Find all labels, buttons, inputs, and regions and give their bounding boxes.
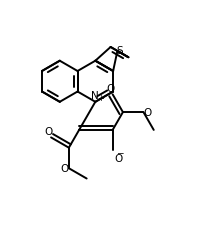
Text: O: O (114, 154, 123, 164)
Text: O: O (45, 126, 53, 136)
Text: O: O (106, 83, 115, 93)
Text: +: + (97, 93, 104, 102)
Text: −: − (116, 148, 123, 156)
Text: N: N (92, 91, 99, 101)
Text: O: O (61, 164, 69, 173)
Text: O: O (143, 108, 152, 118)
Text: S: S (117, 46, 123, 56)
